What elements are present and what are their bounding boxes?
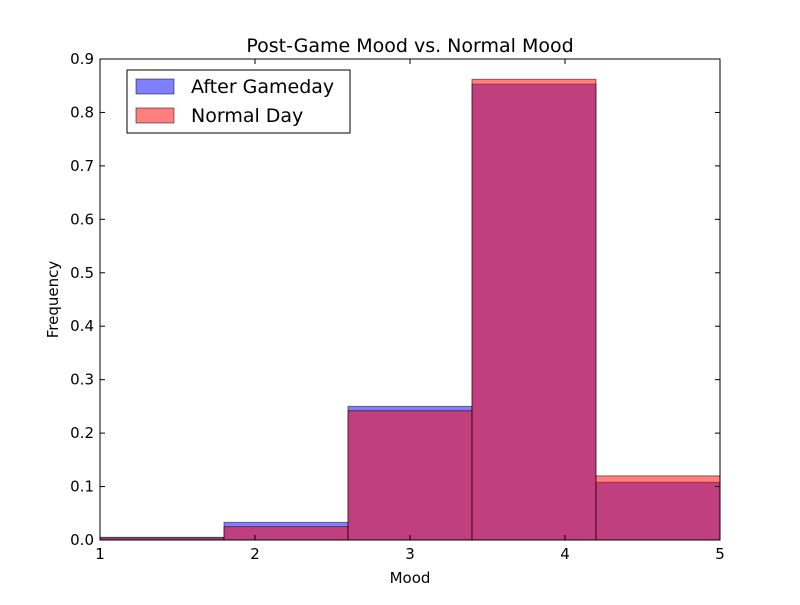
bar-series-2-bin-5 — [595, 475, 721, 541]
x-tick-label-3: 3 — [405, 545, 415, 563]
bars-layer — [99, 78, 721, 541]
x-tick-label-1: 1 — [95, 545, 105, 563]
y-tick-label-2: 0.1 — [70, 478, 94, 496]
chart-title: Post-Game Mood vs. Normal Mood — [246, 35, 573, 57]
legend-swatch-1 — [135, 78, 175, 95]
bar-series-2-bin-3 — [347, 410, 473, 541]
y-tick-label-5: 0.4 — [70, 317, 94, 335]
y-tick-label-3: 0.2 — [70, 424, 94, 442]
legend: After Gameday Normal Day — [126, 69, 351, 134]
legend-label-1: After Gameday — [191, 76, 334, 98]
y-tick-label-1: 0.0 — [70, 531, 94, 549]
y-tick-label-7: 0.6 — [70, 210, 94, 228]
legend-label-2: Normal Day — [191, 105, 303, 127]
x-tick-label-5: 5 — [715, 545, 725, 563]
y-tick-label-6: 0.5 — [70, 264, 94, 282]
y-tick-label-9: 0.8 — [70, 103, 94, 121]
y-tick-label-10: 0.9 — [70, 50, 94, 68]
ticks-layer: 1 2 3 4 5 0.0 0.1 0.2 0.3 0.4 0.5 0.6 0.7 0.8 0.9 — [70, 50, 725, 563]
y-tick-label-4: 0.3 — [70, 371, 94, 389]
legend-swatch-2 — [135, 107, 175, 124]
bar-series-2-bin-4 — [471, 78, 597, 541]
x-tick-label-4: 4 — [560, 545, 570, 563]
y-tick-label-8: 0.7 — [70, 157, 94, 175]
x-tick-label-2: 2 — [250, 545, 260, 563]
bar-series-2-bin-2 — [223, 526, 349, 541]
y-axis-label: Frequency — [44, 261, 62, 339]
x-axis-label: Mood — [390, 569, 431, 587]
